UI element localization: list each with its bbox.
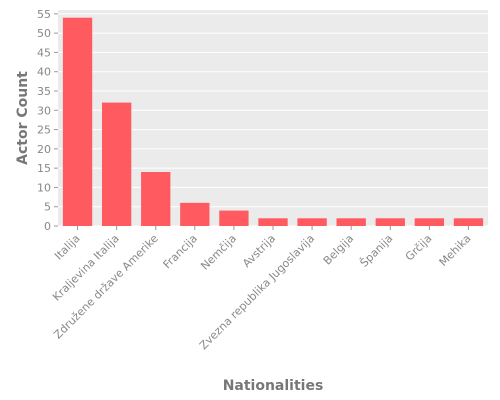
x-tick-label: Avstrija <box>240 232 278 270</box>
y-tick-label: 10 <box>37 181 51 194</box>
y-axis-title: Actor Count <box>15 71 31 165</box>
x-tick-label: Francija <box>161 232 200 271</box>
x-tick-label: Mehika <box>437 232 474 269</box>
bars <box>62 17 484 227</box>
y-tick-label: 55 <box>37 8 51 21</box>
bar <box>336 218 366 226</box>
y-tick-label: 25 <box>37 124 51 137</box>
x-tick-label: Belgija <box>321 232 357 268</box>
x-tick-label: Grčija <box>403 232 435 264</box>
x-tick-label: Španija <box>358 232 396 270</box>
y-axis-ticks: 0 5 10 15 20 25 30 35 40 45 50 55 <box>37 8 58 233</box>
y-tick-label: 20 <box>37 143 51 156</box>
y-tick-label: 35 <box>37 85 51 98</box>
bar <box>297 218 327 226</box>
y-tick-label: 45 <box>37 46 51 59</box>
x-axis-title: Nationalities <box>223 378 324 394</box>
y-tick-label: 15 <box>37 162 51 175</box>
y-tick-label: 0 <box>44 220 51 233</box>
x-tick-label: Italija <box>52 232 83 263</box>
bar <box>101 102 132 226</box>
x-tick-label: Kraljevina Italija <box>50 232 122 304</box>
x-tick-label: Nemčija <box>198 232 239 273</box>
bar <box>258 218 288 226</box>
y-tick-label: 30 <box>37 104 51 117</box>
bar <box>453 218 484 226</box>
bar <box>414 218 445 226</box>
y-tick-label: 40 <box>37 66 51 79</box>
bar <box>141 172 171 226</box>
bar <box>375 218 405 226</box>
y-tick-label: 50 <box>37 27 51 40</box>
y-tick-label: 5 <box>44 201 51 214</box>
bar <box>180 202 210 226</box>
bar <box>62 17 93 227</box>
bar <box>219 210 249 226</box>
